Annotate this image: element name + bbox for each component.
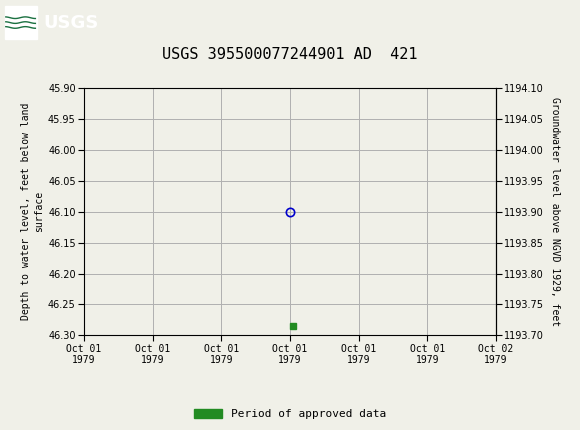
Text: USGS 395500077244901 AD  421: USGS 395500077244901 AD 421: [162, 47, 418, 62]
Text: USGS: USGS: [44, 14, 99, 31]
Bar: [5, 6, 37, 39]
Y-axis label: Depth to water level, feet below land
surface: Depth to water level, feet below land su…: [21, 103, 44, 320]
Legend: Period of approved data: Period of approved data: [191, 405, 389, 422]
Y-axis label: Groundwater level above NGVD 1929, feet: Groundwater level above NGVD 1929, feet: [550, 97, 560, 326]
